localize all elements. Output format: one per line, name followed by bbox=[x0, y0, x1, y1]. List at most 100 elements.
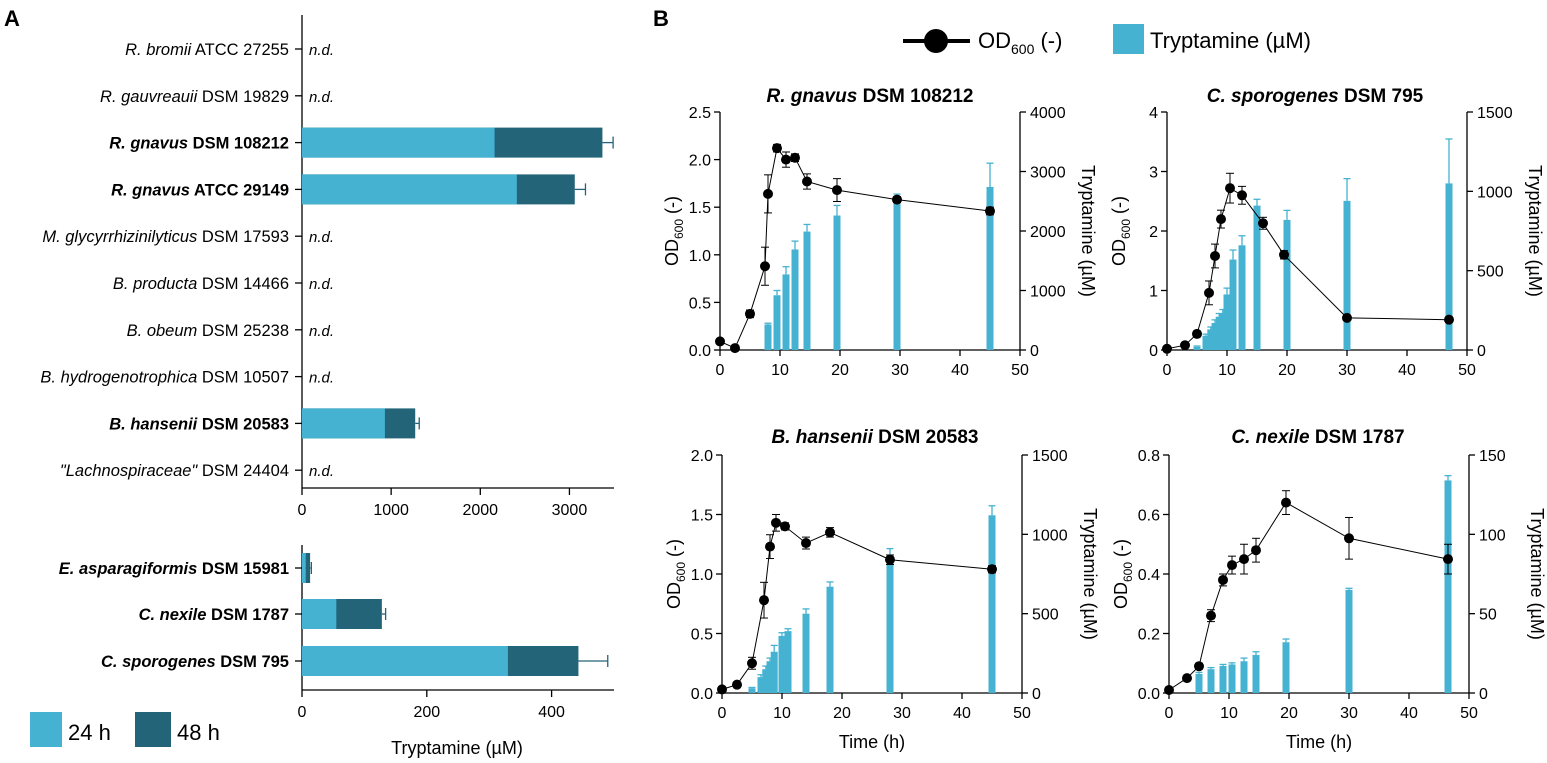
tryptamine-bar bbox=[826, 586, 834, 693]
row-label: C. nexile DSM 1787 bbox=[139, 606, 289, 624]
bar-24h bbox=[302, 599, 337, 629]
od-point bbox=[1216, 214, 1226, 225]
not-detected-label: n.d. bbox=[309, 89, 334, 106]
subplot-title-strain: DSM 108212 bbox=[857, 86, 973, 107]
row-label-strain: ATCC 29149 bbox=[190, 181, 289, 199]
od-point bbox=[1192, 328, 1202, 339]
od-point bbox=[765, 541, 775, 552]
row-label: R. gnavus DSM 108212 bbox=[109, 135, 289, 153]
row-label-genus: E. asparagiformis bbox=[59, 560, 197, 578]
y2-tick-label: 0 bbox=[1477, 343, 1486, 360]
y-tick-label: 0.4 bbox=[1138, 567, 1160, 584]
y-tick-label: 0.0 bbox=[1138, 686, 1160, 703]
tryptamine-bar bbox=[1193, 346, 1201, 350]
x-tick-label: 50 bbox=[1011, 362, 1029, 379]
tryptamine-bar bbox=[988, 515, 996, 693]
tryptamine-bar bbox=[1202, 335, 1210, 350]
subplot-title: R. gnavus DSM 108212 bbox=[767, 86, 974, 107]
row-label: R. gauvreauii DSM 19829 bbox=[100, 88, 289, 106]
od-point bbox=[985, 206, 995, 217]
left-axis-title-sub: 600 bbox=[1121, 562, 1135, 582]
od-line bbox=[1166, 187, 1450, 350]
tryptamine-bar bbox=[1240, 661, 1248, 693]
y2-tick-label: 1500 bbox=[1032, 448, 1068, 465]
od-point bbox=[825, 527, 835, 538]
y-tick-label: 0.0 bbox=[689, 343, 711, 360]
not-detected-label: n.d. bbox=[309, 463, 334, 480]
tryptamine-bar bbox=[803, 231, 811, 350]
od-point bbox=[1225, 183, 1235, 194]
subplot-title-genus: C. nexile bbox=[1231, 427, 1310, 448]
y2-tick-label: 1000 bbox=[1032, 527, 1068, 544]
subplot-title-strain: DSM 1787 bbox=[1310, 427, 1405, 448]
left-axis-title-sub: 600 bbox=[672, 219, 686, 239]
tryptamine-bar bbox=[762, 669, 770, 693]
od-point bbox=[892, 194, 902, 205]
left-axis-title-rest: (-) bbox=[662, 196, 682, 219]
y-tick-label: 4 bbox=[1149, 105, 1158, 122]
left-axis-title: OD600 (-) bbox=[1111, 539, 1135, 609]
od-point bbox=[1218, 574, 1228, 585]
x-tick-label: 40 bbox=[1400, 705, 1418, 722]
x-tick-label: 20 bbox=[1280, 705, 1298, 722]
x-tick-label: 3000 bbox=[552, 502, 588, 519]
right-axis-title: Tryptamine (µM) bbox=[1080, 508, 1100, 640]
x-tick-label: 30 bbox=[893, 705, 911, 722]
x-tick-label: 50 bbox=[1460, 705, 1478, 722]
left-axis-title: OD600 (-) bbox=[1109, 196, 1133, 266]
tryptamine-bar bbox=[1283, 219, 1291, 350]
od-point bbox=[802, 176, 812, 187]
row-label-genus: "Lachnospiraceae" bbox=[60, 462, 199, 480]
od-point bbox=[1344, 533, 1354, 544]
x-tick-label: 10 bbox=[1218, 362, 1236, 379]
y-tick-label: 0.8 bbox=[1138, 448, 1160, 465]
row-label-genus: R. gnavus bbox=[111, 181, 190, 199]
tryptamine-bar bbox=[764, 324, 772, 350]
tryptamine-bar bbox=[784, 631, 792, 693]
x-tick-label: 0 bbox=[298, 704, 307, 721]
row-label-strain: DSM 20583 bbox=[197, 415, 289, 433]
row-label-strain: DSM 14466 bbox=[197, 275, 289, 293]
tryptamine-bar bbox=[1207, 669, 1215, 693]
subplot-title: B. hansenii DSM 20583 bbox=[772, 427, 979, 448]
od-point bbox=[745, 308, 755, 319]
tryptamine-bar bbox=[1207, 329, 1215, 350]
x-tick-label: 20 bbox=[833, 705, 851, 722]
not-detected-label: n.d. bbox=[309, 276, 334, 293]
panel-b-legend: OD600 (-) Tryptamine (µM) bbox=[903, 24, 1311, 57]
row-label: R. bromii ATCC 27255 bbox=[125, 41, 289, 59]
od-point bbox=[781, 154, 791, 165]
row-label-strain: DSM 24404 bbox=[197, 462, 289, 480]
x-tick-label: 10 bbox=[773, 705, 791, 722]
x-tick-label: 10 bbox=[1220, 705, 1238, 722]
right-axis-title: Tryptamine (µM) bbox=[1078, 165, 1098, 297]
y2-tick-label: 0 bbox=[1030, 343, 1039, 360]
left-axis-title: OD600 (-) bbox=[664, 539, 688, 609]
tryptamine-bar bbox=[1282, 642, 1290, 693]
subplot-title: C. nexile DSM 1787 bbox=[1231, 427, 1404, 448]
od-point bbox=[780, 521, 790, 532]
bar-24h bbox=[302, 408, 385, 439]
od-point bbox=[747, 658, 757, 669]
legend-label-48h: 48 h bbox=[177, 720, 220, 745]
left-axis-title-rest: (-) bbox=[1111, 539, 1131, 562]
not-detected-label: n.d. bbox=[309, 42, 334, 59]
x-tick-label: 40 bbox=[1398, 362, 1416, 379]
tryptamine-bar bbox=[766, 661, 774, 693]
y2-tick-label: 1500 bbox=[1477, 105, 1513, 122]
x-tick-label: 40 bbox=[951, 362, 969, 379]
row-label-strain: DSM 10507 bbox=[197, 369, 289, 387]
x-tick-label: 0 bbox=[718, 705, 727, 722]
od-point bbox=[1237, 190, 1247, 201]
row-label-strain: ATCC 27255 bbox=[191, 41, 289, 59]
left-axis-title-main: OD bbox=[1109, 239, 1129, 266]
left-axis-title-main: OD bbox=[1111, 582, 1131, 609]
legend-swatch-48h bbox=[135, 712, 171, 747]
od-point bbox=[1443, 554, 1453, 565]
y2-tick-label: 500 bbox=[1032, 607, 1059, 624]
x-tick-label: 0 bbox=[298, 502, 307, 519]
row-label: B. hydrogenotrophica DSM 10507 bbox=[40, 369, 289, 387]
x-tick-label: 50 bbox=[1458, 362, 1476, 379]
y-tick-label: 1 bbox=[1149, 284, 1158, 301]
